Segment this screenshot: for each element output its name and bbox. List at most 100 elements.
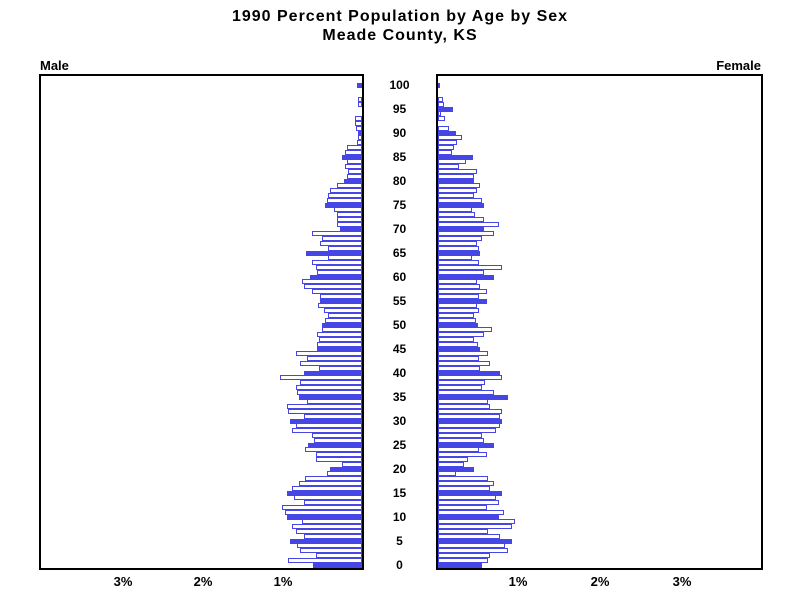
male-bar-age-78	[330, 188, 362, 193]
male-bar-age-65	[306, 251, 362, 256]
female-bar-age-87	[438, 145, 454, 150]
male-bar-age-92	[355, 121, 362, 126]
male-bar-age-32	[288, 409, 362, 414]
female-bar-age-82	[438, 169, 477, 174]
male-bar-age-76	[327, 198, 362, 203]
female-bar-age-47	[438, 337, 474, 342]
female-bar-age-68	[438, 236, 482, 241]
female-bar-age-90	[438, 131, 456, 136]
female-bar-age-36	[438, 390, 494, 395]
age-tick-label-40: 40	[392, 366, 407, 380]
male-bar-age-18	[305, 476, 362, 481]
age-tick-label-100: 100	[389, 78, 410, 92]
male-bar-age-7	[296, 529, 362, 534]
female-bar-age-43	[438, 356, 479, 361]
male-bar-age-61	[317, 270, 362, 275]
female-bar-age-51	[438, 318, 476, 323]
female-bar-age-35	[438, 395, 508, 400]
male-bar-age-63	[312, 260, 362, 265]
male-bar-age-20	[330, 467, 362, 472]
female-bar-age-73	[438, 212, 475, 217]
male-bar-age-21	[342, 462, 362, 467]
chart-subtitle: Meade County, KS	[322, 27, 478, 44]
male-bar-age-1	[288, 558, 362, 563]
female-bar-age-28	[438, 428, 496, 433]
female-bar-age-71	[438, 222, 499, 227]
male-bar-age-67	[320, 241, 362, 246]
male-bar-age-82	[348, 169, 362, 174]
male-percent-tick-1%: 1%	[273, 574, 293, 589]
female-bar-age-38	[438, 380, 485, 385]
male-bar-age-31	[304, 414, 362, 419]
female-percent-tick-3%: 3%	[672, 574, 692, 589]
male-bar-age-40	[304, 371, 362, 376]
male-bar-age-3	[300, 548, 362, 553]
male-bar-age-30	[290, 419, 362, 424]
male-bar-age-26	[314, 438, 362, 443]
male-bar-age-35	[299, 395, 362, 400]
female-bar-age-93	[438, 116, 445, 121]
female-bar-age-2	[438, 553, 490, 558]
female-bar-age-41	[438, 366, 480, 371]
male-bar-age-36	[297, 390, 362, 395]
male-bar-age-72	[337, 217, 362, 222]
male-bar-age-58	[304, 284, 362, 289]
female-bar-age-10	[438, 515, 499, 520]
female-bar-age-66	[438, 246, 479, 251]
female-bar-age-75	[438, 203, 484, 208]
male-bar-age-28	[292, 428, 362, 433]
male-bar-age-52	[328, 313, 362, 318]
male-bar-age-57	[312, 289, 362, 294]
male-bar-age-13	[304, 500, 362, 505]
female-bar-age-77	[438, 193, 474, 198]
male-bar-age-81	[347, 174, 362, 179]
female-bar-age-72	[438, 217, 484, 222]
female-bar-age-40	[438, 371, 500, 376]
male-bar-age-87	[347, 145, 362, 150]
male-bar-age-100	[357, 83, 362, 88]
female-bar-age-53	[438, 308, 479, 313]
female-bar-age-18	[438, 476, 488, 481]
male-bar-age-37	[296, 385, 362, 390]
male-bar-age-97	[358, 97, 362, 102]
female-axis-label: Female	[716, 58, 761, 73]
female-bar-age-8	[438, 524, 512, 529]
male-bar-age-27	[312, 433, 362, 438]
female-bar-age-26	[438, 438, 484, 443]
male-bar-age-17	[299, 481, 362, 486]
female-bar-age-31	[438, 414, 500, 419]
age-tick-label-25: 25	[392, 438, 407, 452]
female-bar-age-48	[438, 332, 484, 337]
age-tick-label-0: 0	[396, 558, 403, 572]
male-bar-age-53	[324, 308, 362, 313]
male-axis-label: Male	[40, 58, 69, 73]
female-bar-age-20	[438, 467, 474, 472]
female-bar-age-61	[438, 270, 484, 275]
female-bar-age-67	[438, 241, 477, 246]
male-percent-tick-2%: 2%	[193, 574, 213, 589]
male-bar-age-12	[282, 505, 362, 510]
male-bar-age-60	[310, 275, 362, 280]
male-bar-age-83	[345, 164, 362, 169]
female-bar-age-85	[438, 155, 473, 160]
female-bar-age-1	[438, 558, 488, 563]
female-bar-age-50	[438, 323, 478, 328]
male-bar-age-25	[308, 443, 362, 448]
male-bar-age-43	[307, 356, 362, 361]
female-bar-age-97	[438, 97, 443, 102]
female-bar-age-96	[438, 102, 444, 107]
female-bar-age-60	[438, 275, 494, 280]
female-bar-age-100	[438, 83, 440, 88]
female-bar-age-52	[438, 313, 474, 318]
male-bar-age-5	[290, 539, 362, 544]
age-tick-label-5: 5	[396, 534, 403, 548]
female-bar-age-46	[438, 342, 478, 347]
male-bar-age-51	[325, 318, 362, 323]
female-bar-age-65	[438, 251, 480, 256]
male-bar-age-10	[287, 515, 362, 520]
female-bar-age-81	[438, 174, 474, 179]
female-bar-age-86	[438, 150, 452, 155]
male-bar-age-90	[358, 131, 362, 136]
female-bar-age-32	[438, 409, 502, 414]
female-bar-age-83	[438, 164, 459, 169]
